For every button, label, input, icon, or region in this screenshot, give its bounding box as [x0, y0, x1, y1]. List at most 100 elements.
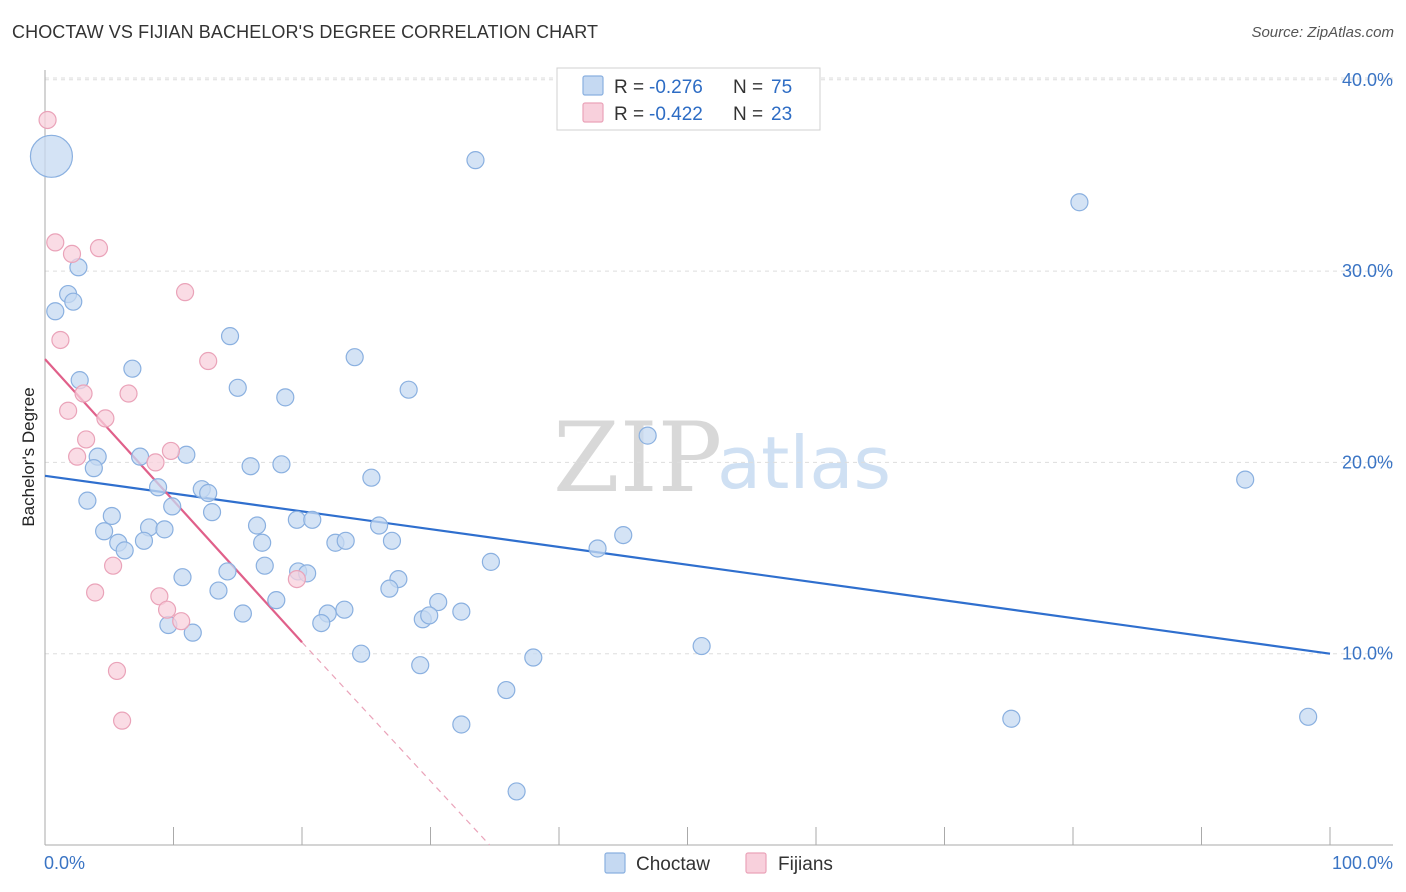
y-tick-label: 20.0% [1342, 452, 1393, 472]
fijians-point [161, 441, 181, 461]
choctaw-point [370, 516, 389, 535]
choctaw-point [497, 680, 516, 700]
choctaw-point [429, 592, 448, 612]
y-tick-label: 10.0% [1342, 644, 1393, 664]
fijians-trend-extension [301, 641, 491, 846]
choctaw-point [163, 497, 182, 516]
choctaw-point [253, 533, 272, 552]
fijians-point [86, 583, 105, 602]
fijians-point [38, 110, 57, 130]
axes [44, 70, 1393, 846]
choctaw-point [209, 581, 228, 600]
choctaw-point [115, 541, 134, 560]
choctaw-point [312, 613, 331, 633]
y-tick-label: 40.0% [1342, 70, 1393, 90]
chart-title: CHOCTAW VS FIJIAN BACHELOR'S DEGREE CORR… [12, 22, 599, 42]
choctaw-point [218, 562, 237, 581]
bottom-legend-choctaw: Choctaw [636, 854, 710, 875]
bottom-legend-swatch-choctaw [604, 852, 626, 874]
choctaw-point [148, 478, 168, 497]
source-label: Source: ZipAtlas.com [1251, 24, 1394, 41]
choctaw-point [345, 348, 364, 367]
fijians-point [119, 384, 138, 403]
choctaw-point [220, 327, 240, 346]
fijians-point [51, 330, 70, 350]
fijians-point [96, 409, 115, 428]
watermark-zip: ZIP [553, 402, 722, 514]
choctaw-point [1236, 470, 1255, 489]
legend-fijians-r-value: -0.422 [649, 104, 703, 125]
choctaw-point [123, 359, 142, 378]
choctaw-point [1299, 707, 1318, 726]
choctaw-point [399, 380, 418, 399]
choctaw-point [84, 459, 103, 478]
choctaw-point [173, 568, 192, 587]
y-tick-label: 30.0% [1342, 261, 1393, 281]
legend-swatch-choctaw [582, 75, 604, 96]
choctaw-point [46, 302, 65, 321]
fijians-point [62, 244, 82, 263]
choctaw-point [228, 378, 247, 397]
fijians-point [175, 283, 195, 302]
bottom-legend-fijians: Fijians [778, 854, 833, 875]
fijians-point [172, 612, 191, 631]
choctaw-point [276, 388, 295, 407]
choctaw-point [1002, 709, 1021, 728]
legend-fijians-n-label: N = [733, 104, 763, 125]
choctaw-point [247, 516, 267, 535]
choctaw-point [466, 151, 485, 170]
choctaw-point [420, 606, 439, 625]
legend-fijians-r-label: R = [614, 104, 644, 125]
fijians-point [77, 430, 96, 449]
choctaw-point [78, 491, 97, 510]
data-points [29, 110, 1318, 801]
choctaw-point [29, 134, 74, 178]
legend-choctaw-r-label: R = [614, 77, 644, 98]
choctaw-point [362, 468, 381, 487]
choctaw-point [303, 510, 322, 529]
bottom-legend-swatch-fijians [745, 852, 767, 874]
fijians-point [150, 587, 169, 606]
legend-choctaw-n-value: 75 [771, 77, 792, 98]
series-legend: Choctaw Fijians [604, 852, 833, 875]
choctaw-point [692, 636, 711, 656]
fijians-point [146, 453, 165, 472]
legend-choctaw-n-label: N = [733, 77, 763, 98]
fijians-point [287, 569, 306, 589]
choctaw-point [134, 531, 154, 550]
gridlines [45, 77, 1393, 655]
correlation-legend: R = -0.276 N = 75 R = -0.422 N = 23 [556, 67, 821, 131]
choctaw-point [233, 604, 252, 623]
choctaw-point [481, 552, 500, 571]
choctaw-point [272, 455, 291, 474]
choctaw-point [336, 531, 355, 550]
choctaw-trend-line [44, 474, 1331, 655]
fijians-point [104, 556, 123, 575]
choctaw-point [64, 292, 83, 311]
choctaw-point [255, 556, 274, 575]
choctaw-point [452, 715, 471, 734]
choctaw-point [352, 644, 371, 663]
choctaw-point [382, 531, 402, 550]
choctaw-point [588, 539, 607, 558]
legend-fijians-n-value: 23 [771, 104, 792, 125]
x-tick-label-end: 100.0% [1332, 853, 1393, 873]
fijians-point [46, 233, 65, 252]
choctaw-point [130, 447, 150, 466]
choctaw-point [524, 648, 543, 667]
choctaw-point [411, 656, 430, 675]
choctaw-point [638, 426, 657, 445]
choctaw-point [241, 457, 260, 476]
choctaw-point [287, 510, 306, 529]
fijians-point [112, 711, 132, 730]
choctaw-point [177, 445, 196, 464]
fijians-point [157, 600, 177, 619]
y-axis-title: Bachelor's Degree [19, 387, 38, 526]
fijians-point [74, 384, 93, 403]
fijians-point [199, 351, 218, 371]
choctaw-point [199, 483, 218, 503]
choctaw-point [1070, 193, 1089, 212]
fijians-point [68, 447, 87, 466]
watermark-atlas: atlas [717, 421, 891, 505]
